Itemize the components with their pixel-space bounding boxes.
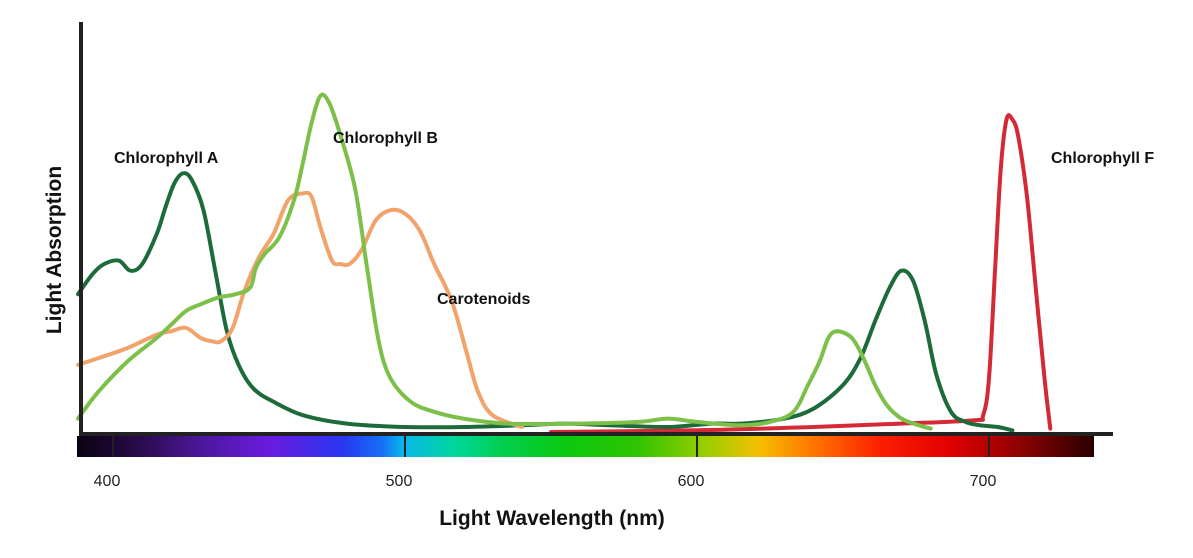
series-label-carotenoids: Carotenoids <box>437 291 530 308</box>
series-line-chlorophyll-b <box>76 92 933 431</box>
series-line-carotenoids <box>76 190 524 429</box>
series-line-chlorophyll-a <box>76 171 1015 433</box>
series-line-chlorophyll-f <box>549 113 1053 434</box>
x-tick-label-400: 400 <box>94 473 121 490</box>
x-tick-layer: 400 500 600 700 <box>94 434 997 490</box>
x-tick-label-600: 600 <box>678 473 705 490</box>
series-layer <box>76 92 1053 434</box>
series-label-chlorophyll-b: Chlorophyll B <box>333 130 438 147</box>
series-label-chlorophyll-a: Chlorophyll A <box>114 150 219 167</box>
series-label-chlorophyll-f: Chlorophyll F <box>1051 150 1154 167</box>
x-axis-title: Light Wavelength (nm) <box>439 507 665 530</box>
spectrum-bar <box>77 436 1094 457</box>
x-tick-label-700: 700 <box>970 473 997 490</box>
x-tick-label-500: 500 <box>386 473 413 490</box>
y-axis-title: Light Absorption <box>43 166 66 334</box>
